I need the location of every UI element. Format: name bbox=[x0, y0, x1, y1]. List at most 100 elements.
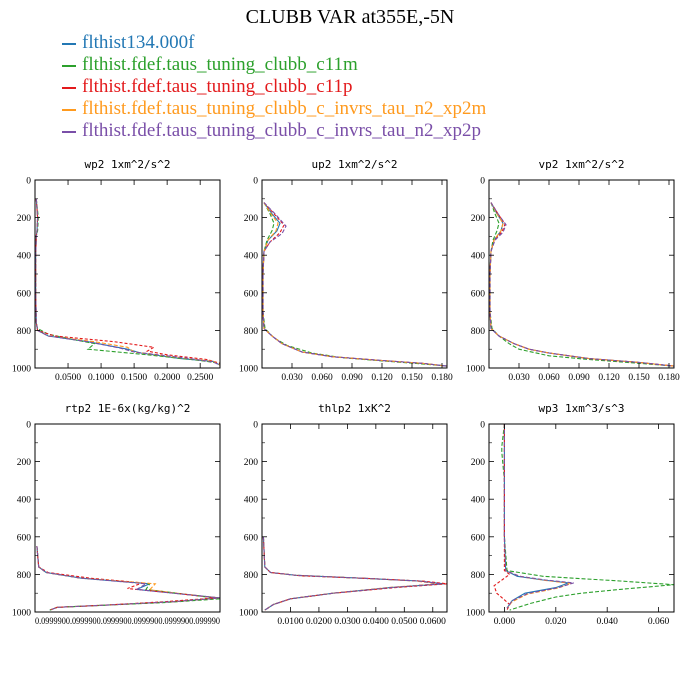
x-tick-label: 0.060 bbox=[311, 373, 333, 383]
y-tick-label: 200 bbox=[17, 214, 32, 224]
x-tick-label: 0.030 bbox=[508, 373, 530, 383]
y-tick-label: 1000 bbox=[12, 609, 31, 619]
legend-label: flthist.fdef.taus_tuning_clubb_c11p bbox=[82, 76, 353, 97]
panel-0: wp2 1xm^2/s^2 0 200 400 600 800 1000 0.0500 0.10… bbox=[12, 158, 221, 383]
x-tick-label: 0.060 bbox=[538, 373, 560, 383]
y-tick-label: 200 bbox=[17, 458, 32, 468]
y-tick-label: 1000 bbox=[239, 609, 258, 619]
y-tick-label: 0 bbox=[480, 177, 485, 187]
series-line-3 bbox=[503, 424, 572, 609]
panel-2: vp2 1xm^2/s^2 0 200 400 600 800 1000 0.030 0.060… bbox=[466, 158, 680, 383]
y-tick-label: 800 bbox=[17, 327, 32, 337]
y-tick-label: 800 bbox=[471, 571, 486, 581]
y-tick-label: 200 bbox=[244, 214, 259, 224]
series-line-1 bbox=[489, 202, 674, 367]
panel-5: wp3 1xm^3/s^3 0 200 400 600 800 1000 0.000 0.020… bbox=[466, 402, 675, 627]
y-tick-label: 400 bbox=[17, 252, 32, 262]
series-line-4 bbox=[503, 424, 574, 609]
x-tick-label: 0.120 bbox=[598, 373, 620, 383]
x-tick-label: 0.0100 bbox=[277, 617, 303, 627]
axes-frame bbox=[261, 423, 448, 613]
series-line-4 bbox=[262, 536, 442, 611]
legend-item-1: flthist.fdef.taus_tuning_clubb_c11m bbox=[62, 54, 486, 76]
y-tick-label: 600 bbox=[471, 289, 486, 299]
x-tick-label: 0.0500 bbox=[391, 617, 417, 627]
legend-swatch bbox=[62, 108, 76, 111]
x-tick-label: 0.030 bbox=[281, 373, 303, 383]
legend-label: flthist134.000f bbox=[82, 32, 195, 53]
series-line-1 bbox=[262, 202, 447, 367]
y-tick-label: 600 bbox=[17, 289, 32, 299]
y-tick-label: 200 bbox=[471, 214, 486, 224]
x-tick-label: 0.0999900.0999900.0999900.0999900.099990… bbox=[35, 617, 220, 627]
series-line-0 bbox=[35, 198, 220, 366]
axes-frame bbox=[34, 423, 221, 613]
y-tick-label: 0 bbox=[26, 421, 31, 431]
y-tick-label: 800 bbox=[17, 571, 32, 581]
legend-label: flthist.fdef.taus_tuning_clubb_c11m bbox=[82, 54, 358, 75]
y-tick-label: 400 bbox=[17, 496, 32, 506]
series-line-3 bbox=[35, 198, 220, 366]
y-tick-label: 600 bbox=[244, 289, 259, 299]
x-tick-label: 0.020 bbox=[545, 617, 567, 627]
y-tick-label: 600 bbox=[17, 533, 32, 543]
x-tick-label: 0.0600 bbox=[420, 617, 446, 627]
series-line-0 bbox=[262, 202, 447, 367]
panel-title: up2 1xm^2/s^2 bbox=[311, 158, 397, 171]
legend-swatch bbox=[62, 64, 76, 67]
y-tick-label: 1000 bbox=[466, 365, 485, 375]
legend-label: flthist.fdef.taus_tuning_clubb_c_invrs_t… bbox=[82, 120, 481, 141]
y-tick-label: 0 bbox=[480, 421, 485, 431]
x-tick-label: 0.150 bbox=[401, 373, 423, 383]
series-line-3 bbox=[489, 202, 674, 367]
legend-label: flthist.fdef.taus_tuning_clubb_c_invrs_t… bbox=[82, 98, 487, 119]
figure-title: CLUBB VAR at355E,-5N bbox=[245, 6, 455, 28]
legend-swatch bbox=[62, 42, 76, 45]
x-tick-label: 0.150 bbox=[628, 373, 650, 383]
y-tick-label: 400 bbox=[471, 496, 486, 506]
x-tick-label: 0.120 bbox=[371, 373, 393, 383]
panel-title: wp3 1xm^3/s^3 bbox=[538, 402, 624, 415]
x-tick-label: 0.090 bbox=[568, 373, 590, 383]
legend-swatch bbox=[62, 130, 76, 133]
y-tick-label: 800 bbox=[244, 571, 259, 581]
series-line-1 bbox=[35, 198, 220, 366]
x-tick-label: 0.1000 bbox=[88, 373, 114, 383]
series-line-4 bbox=[489, 202, 674, 367]
axes-frame bbox=[261, 179, 448, 369]
y-tick-label: 1000 bbox=[12, 365, 31, 375]
y-tick-label: 600 bbox=[244, 533, 259, 543]
y-tick-label: 400 bbox=[471, 252, 486, 262]
panel-title: vp2 1xm^2/s^2 bbox=[538, 158, 624, 171]
series-line-4 bbox=[36, 546, 220, 611]
x-tick-label: 0.1500 bbox=[121, 373, 147, 383]
panel-4: thlp2 1xK^2 0 200 400 600 800 1000 0.0100 0.0200… bbox=[239, 402, 448, 627]
x-tick-label: 0.180 bbox=[431, 373, 453, 383]
x-tick-label: 0.2000 bbox=[154, 373, 180, 383]
legend-item-0: flthist134.000f bbox=[62, 32, 486, 54]
x-tick-label: 0.0400 bbox=[363, 617, 389, 627]
x-tick-label: 0.0500 bbox=[55, 373, 81, 383]
x-tick-label: 0.090 bbox=[341, 373, 363, 383]
y-tick-label: 0 bbox=[26, 177, 31, 187]
x-tick-label: 0.0300 bbox=[334, 617, 360, 627]
panel-1: up2 1xm^2/s^2 0 200 400 600 800 1000 0.030 0.060… bbox=[239, 158, 453, 383]
y-tick-label: 0 bbox=[253, 421, 258, 431]
y-tick-label: 800 bbox=[471, 327, 486, 337]
legend-item-2: flthist.fdef.taus_tuning_clubb_c11p bbox=[62, 76, 486, 98]
y-tick-label: 400 bbox=[244, 252, 259, 262]
x-tick-label: 0.2500 bbox=[187, 373, 213, 383]
y-tick-label: 200 bbox=[471, 458, 486, 468]
legend-swatch bbox=[62, 86, 76, 89]
series-line-2 bbox=[493, 424, 511, 611]
axes-frame bbox=[488, 179, 675, 369]
panel-title: rtp2 1E-6x(kg/kg)^2 bbox=[65, 402, 191, 415]
series-line-0 bbox=[489, 202, 674, 367]
panel-title: wp2 1xm^2/s^2 bbox=[84, 158, 170, 171]
axes-frame bbox=[34, 179, 221, 369]
x-tick-label: 0.060 bbox=[648, 617, 670, 627]
series-line-2 bbox=[489, 202, 674, 367]
legend-item-4: flthist.fdef.taus_tuning_clubb_c_invrs_t… bbox=[62, 120, 486, 142]
legend: flthist134.000f flthist.fdef.taus_tuning… bbox=[62, 32, 486, 142]
